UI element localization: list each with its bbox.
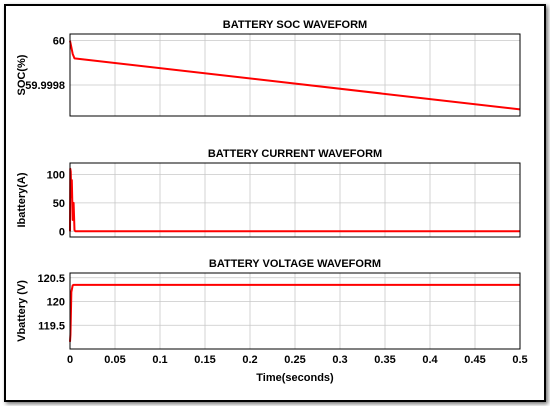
figure-frame: 60 59.9998 BATTERY SOC WAVEFORM SOC(%) 0 50 10…: [4, 4, 546, 402]
chart-3-xtick-label: 0.35: [374, 354, 395, 366]
chart-3-ytick-label: 119.5: [38, 320, 65, 332]
chart-3-ytick-label: 120.5: [37, 273, 65, 285]
chart-3-xtick-label: 0.1: [152, 354, 167, 366]
chart-3-xtick-label: 0.25: [284, 354, 305, 366]
chart-1-axes-box: [69, 33, 521, 117]
chart-3-xtick-label: 0: [67, 354, 73, 366]
chart-3-xtick-label: 0.5: [512, 354, 527, 366]
chart-2-ytick-label: 0: [59, 226, 65, 238]
chart-3-x-axis-label: Time(seconds): [256, 372, 334, 384]
chart-1-title: BATTERY SOC WAVEFORM: [223, 19, 367, 31]
chart-2-ytick-label: 100: [47, 169, 65, 181]
chart-3-title: BATTERY VOLTAGE WAVEFORM: [209, 258, 381, 270]
chart-1-series-line: [69, 40, 521, 111]
chart-1-ytick-label: 59.9998: [25, 80, 65, 92]
chart-3-axes-box: [69, 272, 521, 350]
chart-3-xtick-label: 0.45: [464, 354, 485, 366]
figure-svg: 60 59.9998 BATTERY SOC WAVEFORM SOC(%) 0 50 10…: [16, 19, 528, 384]
chart-2-y-axis-label: Ibattery(A): [16, 172, 28, 227]
chart-3-ytick-label: 120: [47, 297, 65, 309]
chart-3-xtick-label: 0.05: [104, 354, 125, 366]
chart-3-y-axis-label: Vbattery (V): [16, 280, 28, 342]
chart-1-y-axis-label: SOC(%): [16, 54, 28, 95]
chart-3-xtick-label: 0.4: [422, 354, 438, 366]
chart-2-axes-box: [69, 162, 521, 238]
chart-2-ytick-label: 50: [53, 198, 65, 210]
chart-3-xtick-label: 0.15: [194, 354, 215, 366]
chart-3-xtick-label: 0.2: [242, 354, 257, 366]
chart-2-title: BATTERY CURRENT WAVEFORM: [208, 148, 382, 160]
chart-1-ytick-label: 60: [53, 36, 65, 48]
chart-3-xtick-label: 0.3: [332, 354, 347, 366]
